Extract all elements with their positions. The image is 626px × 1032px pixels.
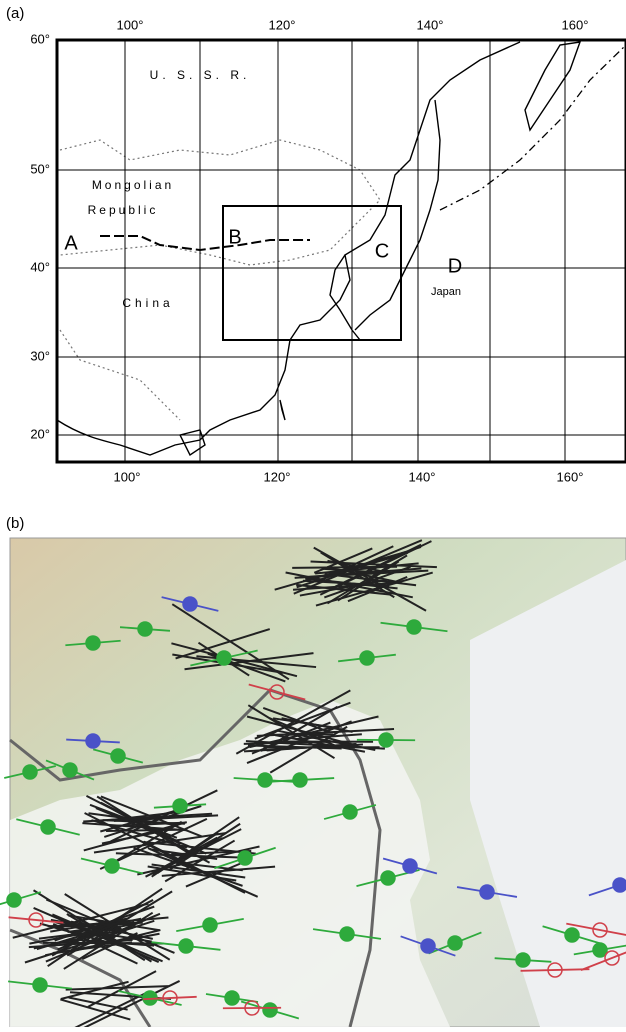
stress-symbol — [225, 991, 239, 1005]
lat-label: 60° — [30, 31, 50, 46]
stress-symbol — [138, 622, 152, 636]
stress-symbol — [238, 851, 252, 865]
stress-symbol — [407, 620, 421, 634]
stress-symbol — [86, 636, 100, 650]
stress-symbol — [448, 936, 462, 950]
stress-bar — [223, 1008, 281, 1009]
place-label: Japan — [431, 286, 461, 298]
stress-symbol — [516, 953, 530, 967]
stress-symbol — [343, 805, 357, 819]
place-label: Mongolian — [92, 178, 174, 192]
stress-symbol — [33, 978, 47, 992]
stress-symbol — [63, 763, 77, 777]
stress-symbol — [203, 918, 217, 932]
stress-symbol — [258, 773, 272, 787]
stress-symbol — [381, 871, 395, 885]
stress-symbol — [293, 773, 307, 787]
place-label: U. S. S. R. — [150, 68, 251, 82]
panel-label: (b) — [6, 515, 24, 532]
panel-label: (a) — [6, 5, 24, 22]
stress-symbol — [403, 859, 417, 873]
point-label: B — [228, 226, 241, 248]
lon-label: 140° — [409, 469, 436, 484]
map-b — [0, 538, 626, 1027]
stress-symbol — [613, 878, 626, 892]
point-label: C — [375, 240, 389, 262]
lat-label: 20° — [30, 426, 50, 441]
map-frame — [57, 40, 626, 462]
lon-label: 160° — [562, 17, 589, 32]
map-a: 100° 120° 140° 160° 100° 120° 140° 160° 60° 50° 40… — [30, 17, 626, 484]
lon-label: 100° — [114, 469, 141, 484]
stress-symbol — [41, 820, 55, 834]
stress-symbol — [7, 893, 21, 907]
place-label: Republic — [88, 203, 159, 217]
point-label: D — [448, 255, 462, 277]
lon-label: 120° — [264, 469, 291, 484]
stress-symbol — [480, 885, 494, 899]
stress-symbol — [111, 749, 125, 763]
stress-symbol — [23, 765, 37, 779]
lon-label: 140° — [417, 17, 444, 32]
lon-label: 120° — [269, 17, 296, 32]
stress-symbol — [179, 939, 193, 953]
place-label: China — [122, 296, 173, 310]
stress-symbol — [379, 733, 393, 747]
point-label: A — [64, 232, 78, 254]
stress-symbol — [217, 651, 231, 665]
lat-label: 50° — [30, 161, 50, 176]
lon-label: 100° — [117, 17, 144, 32]
lat-label: 40° — [30, 259, 50, 274]
stress-symbol — [86, 734, 100, 748]
stress-symbol — [360, 651, 374, 665]
stress-symbol — [183, 597, 197, 611]
stress-symbol — [105, 859, 119, 873]
stress-symbol — [340, 927, 354, 941]
stress-symbol — [173, 799, 187, 813]
lat-label: 30° — [30, 348, 50, 363]
stress-symbol — [263, 1003, 277, 1017]
stress-symbol — [421, 939, 435, 953]
stress-symbol — [565, 928, 579, 942]
lon-label: 160° — [557, 469, 584, 484]
